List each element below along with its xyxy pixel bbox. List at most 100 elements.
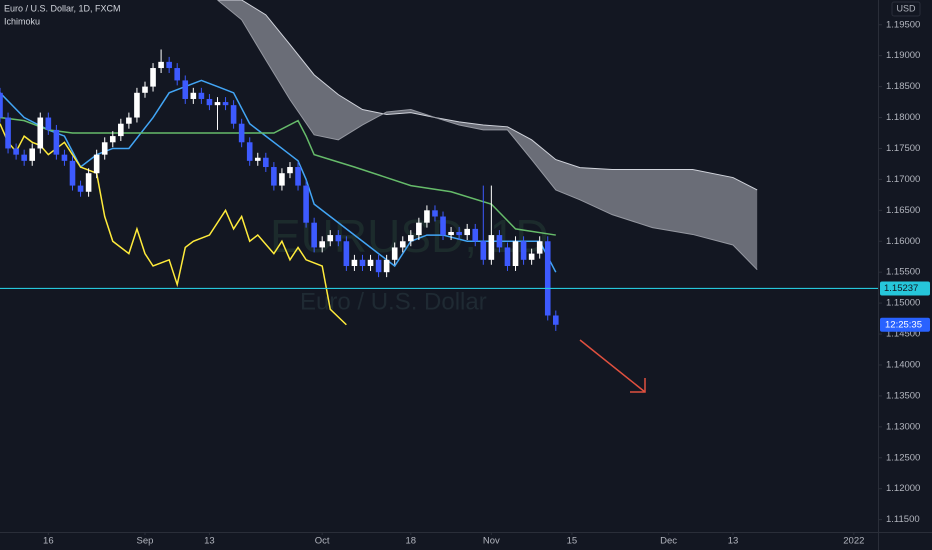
candle-body: [520, 241, 527, 260]
candle-body: [464, 228, 470, 236]
indicator-name: Ichimoku: [4, 16, 40, 26]
candle-body: [416, 222, 422, 236]
candle-body: [528, 253, 535, 260]
x-tick-label: Nov: [483, 536, 500, 547]
candle-body: [432, 210, 438, 217]
y-tick-label: 1.16000: [886, 236, 920, 247]
countdown-tag: [880, 317, 930, 332]
y-tick-label: 1.14000: [886, 359, 920, 370]
candle-body: [303, 185, 309, 223]
candle-body: [85, 173, 92, 192]
candle-body: [53, 129, 60, 155]
candle-body: [118, 123, 124, 137]
candle-body: [142, 86, 148, 93]
candle-body: [552, 315, 559, 325]
indicator-line: [0, 116, 556, 236]
x-tick-label: Sep: [137, 536, 154, 547]
candle-body: [424, 210, 430, 223]
candle-body: [150, 68, 156, 87]
candle-body: [222, 102, 229, 106]
candle-body: [383, 259, 390, 273]
arrow-head: [630, 378, 646, 393]
level-tag: [880, 281, 930, 296]
candle-body: [279, 173, 285, 186]
y-tick-label: 1.13500: [886, 390, 920, 401]
plot-area: [0, 0, 758, 331]
y-tick-label: 1.15000: [886, 298, 920, 309]
candle-body: [448, 231, 454, 236]
candle-body: [335, 235, 342, 242]
y-tick-label: 1.19000: [886, 50, 920, 61]
y-tick-label: 1.18000: [886, 112, 920, 123]
candle-body: [214, 102, 221, 106]
candle-body: [504, 247, 511, 266]
y-tick-label: 1.17000: [886, 174, 920, 185]
candle-body: [246, 142, 253, 161]
candle-body: [536, 241, 543, 254]
candle-body: [375, 259, 382, 273]
candle-body: [512, 241, 519, 266]
candle-body: [295, 167, 301, 186]
candle-body: [37, 117, 44, 149]
x-tick-label: 13: [728, 536, 739, 547]
candle-body: [359, 259, 366, 266]
candle-body: [61, 154, 68, 161]
currency-box: [891, 1, 921, 17]
candle-body: [488, 235, 495, 260]
currency: USD: [896, 3, 916, 13]
candle-body: [319, 241, 326, 248]
arrow: [579, 339, 646, 393]
candle-body: [343, 241, 350, 266]
x-tick-label: Oct: [315, 536, 330, 547]
y-tick-label: 1.15500: [886, 267, 920, 278]
candle-body: [93, 154, 100, 174]
x-tick-label: Dec: [660, 536, 677, 547]
candle-body: [69, 160, 76, 186]
y-tick-label: 1.13000: [886, 421, 920, 432]
candle-body: [77, 185, 84, 192]
candle-body: [126, 117, 132, 124]
x-tick-label: 2022: [843, 536, 864, 547]
candle-body: [311, 222, 317, 248]
candle-body: [472, 228, 479, 242]
candle-body: [254, 157, 261, 161]
candle-body: [21, 154, 27, 161]
candle-body: [166, 61, 172, 69]
y-tick-label: 1.12000: [886, 483, 920, 494]
candle-body: [351, 259, 358, 266]
candle-body: [13, 148, 19, 155]
candle-body: [5, 117, 11, 149]
y-tick-label: 1.16500: [886, 205, 920, 216]
candle-body: [263, 157, 269, 168]
x-tick-label: 13: [204, 536, 215, 547]
y-tick-label: 1.19500: [886, 19, 920, 30]
y-tick-label: 1.18500: [886, 81, 920, 92]
candle-body: [456, 231, 462, 236]
candle-body: [287, 167, 293, 174]
candle-body: [109, 136, 116, 143]
y-tick-label: 1.17500: [886, 143, 920, 154]
chart-title: Euro / U.S. Dollar, 1D, FXCM: [4, 3, 121, 13]
candle-body: [399, 241, 406, 248]
candle-body: [271, 167, 277, 186]
candle-body: [158, 61, 164, 69]
candle-body: [206, 98, 213, 106]
candle-body: [367, 259, 374, 266]
ichimoku-cloud: [217, 0, 758, 270]
countdown: 12:25:35: [885, 319, 922, 330]
x-tick-label: 16: [43, 536, 54, 547]
x-tick-label: 18: [406, 536, 417, 547]
candle-body: [327, 235, 334, 242]
cloud-lower: [217, 0, 758, 271]
indicator-line: [0, 123, 347, 326]
candle-body: [408, 235, 414, 242]
candle-body: [101, 142, 108, 155]
candle-body: [391, 247, 398, 260]
candle-body: [480, 241, 487, 260]
candle-body: [134, 92, 140, 118]
y-tick-label: 1.11500: [886, 514, 920, 525]
candle-body: [230, 105, 237, 124]
level-label: 1.15237: [884, 283, 918, 294]
candle-body: [440, 216, 446, 236]
